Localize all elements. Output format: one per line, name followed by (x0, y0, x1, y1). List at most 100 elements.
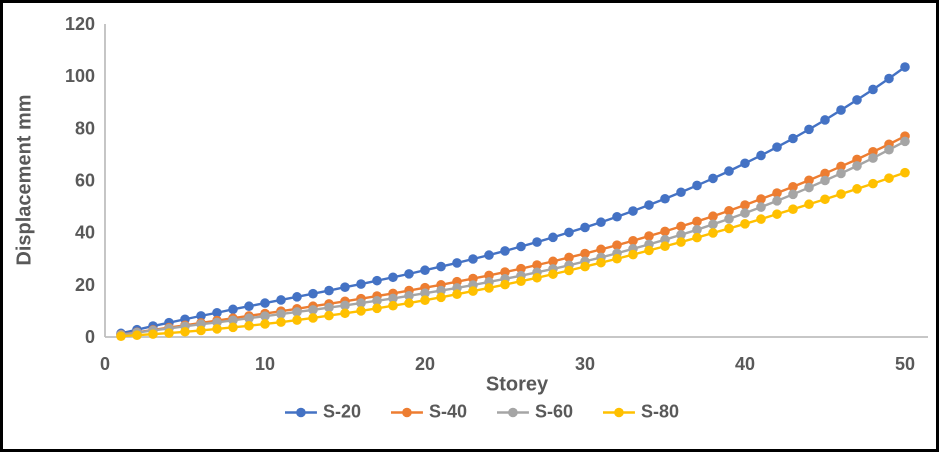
data-point-s-60 (852, 161, 862, 171)
data-point-s-60 (276, 309, 286, 319)
series-s-80 (116, 167, 910, 342)
data-point-s-60 (756, 202, 766, 212)
data-point-s-40 (612, 240, 622, 250)
x-tick-label: 40 (735, 354, 755, 374)
data-point-s-60 (324, 302, 334, 313)
data-point-s-20 (804, 124, 814, 135)
data-point-s-20 (228, 304, 238, 315)
data-point-s-80 (692, 232, 702, 243)
data-point-s-80 (228, 322, 238, 333)
data-point-s-20 (212, 307, 222, 318)
data-point-s-40 (580, 248, 590, 259)
data-point-s-60 (228, 315, 238, 326)
data-point-s-80 (708, 228, 718, 238)
data-point-s-40 (548, 256, 558, 267)
data-point-s-80 (660, 241, 670, 252)
legend-label-s40: S-40 (428, 401, 467, 422)
data-point-s-20 (404, 269, 414, 279)
data-point-s-40 (676, 221, 686, 232)
legend-item-s20: S-20 (284, 401, 361, 423)
data-point-s-20 (420, 265, 430, 276)
data-point-s-20 (292, 292, 302, 302)
data-point-s-80 (340, 308, 350, 319)
data-point-s-20 (340, 282, 350, 292)
legend-dot (614, 407, 624, 417)
data-point-s-80 (468, 286, 478, 296)
legend-dot (296, 407, 306, 417)
data-point-s-20 (884, 73, 894, 84)
data-point-s-60 (724, 214, 734, 224)
data-point-s-60 (292, 307, 302, 317)
data-point-s-20 (852, 95, 862, 105)
data-point-s-60 (692, 224, 702, 235)
data-point-s-20 (628, 206, 638, 216)
data-point-s-20 (596, 217, 606, 228)
y-tick-label: 0 (85, 327, 95, 347)
data-point-s-60 (308, 305, 318, 315)
data-point-s-80 (164, 328, 174, 338)
data-point-s-60 (820, 175, 830, 186)
data-point-s-80 (484, 283, 494, 293)
data-point-s-40 (628, 235, 638, 246)
legend-dot (402, 407, 412, 417)
data-point-s-40 (756, 194, 766, 204)
x-tick-label: 30 (575, 354, 595, 374)
data-point-s-80 (820, 194, 830, 205)
data-point-s-40 (644, 231, 654, 241)
data-point-s-40 (708, 211, 718, 222)
data-point-s-40 (532, 260, 542, 270)
data-point-s-40 (836, 161, 846, 172)
x-tick-label: 10 (255, 354, 275, 374)
data-point-s-40 (596, 244, 606, 255)
chart-plot-area: 0 20 40 60 80 100 120 0 10 20 30 40 50 (65, 14, 928, 374)
legend-item-s40: S-40 (390, 401, 467, 423)
data-point-s-80 (564, 265, 574, 276)
data-point-s-40 (660, 226, 670, 237)
data-point-s-60 (772, 196, 782, 206)
data-point-s-40 (772, 188, 782, 198)
x-tick-label: 0 (100, 354, 110, 374)
legend-marker-s40-icon (390, 407, 423, 417)
legend: S-20 S-40 S-60 S-80 (284, 401, 679, 423)
data-point-s-80 (372, 303, 382, 314)
series-line-s-20 (120, 66, 906, 335)
data-point-s-20 (644, 200, 654, 210)
data-point-s-20 (612, 211, 622, 222)
data-point-s-80 (612, 253, 622, 264)
data-point-s-80 (852, 184, 862, 194)
data-point-s-60 (340, 300, 350, 311)
data-point-s-80 (244, 320, 254, 331)
data-point-s-20 (244, 301, 254, 312)
data-point-s-80 (356, 306, 366, 316)
data-point-s-80 (500, 279, 510, 290)
data-point-s-20 (452, 258, 462, 268)
data-point-s-80 (212, 324, 222, 334)
data-point-s-20 (660, 193, 670, 204)
x-tick-label: 50 (895, 354, 915, 374)
data-point-s-20 (500, 246, 510, 256)
data-point-s-60 (740, 208, 750, 218)
data-point-s-20 (820, 115, 830, 125)
legend-label-s60: S-60 (535, 401, 574, 422)
data-point-s-40 (820, 168, 830, 179)
data-point-s-80 (308, 313, 318, 323)
data-point-s-20 (564, 227, 574, 238)
data-point-s-80 (772, 209, 782, 219)
data-point-s-40 (564, 252, 574, 263)
series-s-20 (116, 62, 910, 339)
data-point-s-20 (676, 187, 686, 198)
data-point-s-20 (436, 261, 446, 272)
legend-marker-s20-icon (284, 407, 317, 417)
data-point-s-80 (292, 315, 302, 325)
data-point-s-80 (580, 261, 590, 272)
legend-marker-s80-icon (603, 407, 636, 417)
data-point-s-80 (180, 326, 190, 337)
data-point-s-80 (740, 218, 750, 229)
data-point-s-20 (740, 158, 750, 169)
data-point-s-80 (644, 245, 654, 256)
y-axis-title: Displacement mm (13, 94, 36, 266)
legend-label-s20: S-20 (322, 401, 361, 422)
legend-item-s80: S-80 (603, 402, 679, 423)
data-point-s-20 (276, 295, 286, 305)
